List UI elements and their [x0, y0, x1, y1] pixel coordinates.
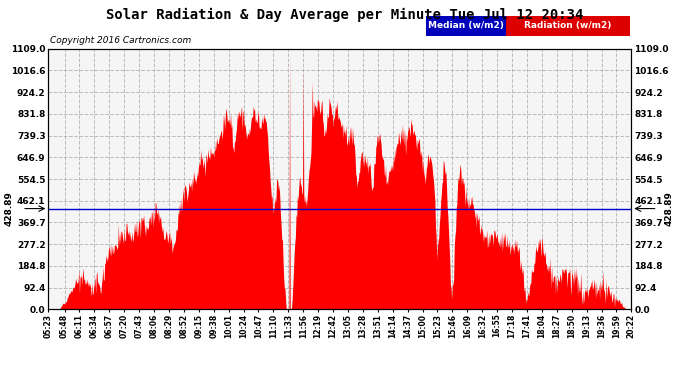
Text: Radiation (w/m2): Radiation (w/m2): [524, 21, 611, 30]
Text: Median (w/m2): Median (w/m2): [428, 21, 504, 30]
Text: 428.89: 428.89: [4, 191, 13, 226]
Text: Copyright 2016 Cartronics.com: Copyright 2016 Cartronics.com: [50, 36, 191, 45]
Text: Solar Radiation & Day Average per Minute Tue Jul 12 20:34: Solar Radiation & Day Average per Minute…: [106, 8, 584, 22]
Text: 428.89: 428.89: [664, 191, 673, 226]
